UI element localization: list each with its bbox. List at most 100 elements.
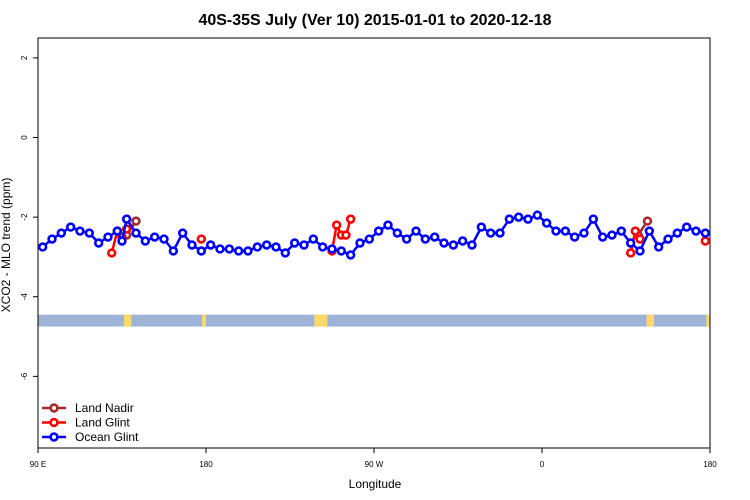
data-point [168, 246, 179, 256]
data-point [607, 230, 617, 240]
data-point [317, 242, 328, 252]
data-point [331, 220, 342, 230]
data-point [196, 234, 207, 244]
legend-marker [49, 432, 59, 442]
legend-item: Land Nadir [42, 401, 134, 415]
data-point [700, 228, 711, 238]
data-point [616, 226, 627, 236]
x-tick-label: 180 [199, 460, 213, 469]
plot-border [37, 37, 711, 449]
y-axis-label: XCO2 - MLO trend (ppm) [0, 178, 13, 313]
plot-frame [37, 37, 711, 449]
data-point [642, 216, 653, 226]
data-point [457, 236, 468, 246]
y-tick-label: -4 [20, 293, 29, 301]
y-tick-label: -6 [20, 372, 29, 380]
series-ocean-glint [37, 210, 711, 260]
data-point [588, 214, 599, 224]
data-point [355, 238, 365, 248]
data-point [700, 236, 711, 246]
data-point [308, 234, 319, 244]
data-point [420, 234, 431, 244]
data-point [327, 244, 337, 254]
data-point [364, 234, 375, 244]
legend-label: Land Nadir [75, 401, 134, 415]
series-layer [37, 210, 711, 260]
land-patch [202, 314, 206, 327]
data-point [103, 232, 113, 242]
data-point [56, 228, 67, 238]
data-point [495, 228, 505, 238]
data-point [336, 246, 347, 256]
data-point [439, 238, 449, 248]
data-point [107, 248, 117, 258]
y-tick-label: -2 [20, 213, 29, 221]
data-point [663, 234, 673, 244]
legend-marker [49, 403, 59, 413]
data-point [411, 226, 421, 236]
data-point [65, 222, 76, 232]
data-point [504, 214, 515, 224]
legend-marker [49, 417, 59, 428]
data-point [289, 238, 300, 248]
data-point [121, 214, 132, 224]
land-patch [706, 314, 710, 327]
chart-title: 40S-35S July (Ver 10) 2015-01-01 to 2020… [198, 12, 551, 29]
data-point [625, 248, 636, 258]
data-point [131, 228, 141, 238]
data-point [467, 240, 477, 250]
data-point [93, 238, 104, 248]
data-point [112, 226, 123, 236]
data-point [541, 218, 552, 228]
data-point [252, 242, 263, 252]
data-point [672, 228, 683, 238]
ocean-band [38, 314, 710, 327]
y-axis: 2 0 -2 -4 -6 [20, 55, 38, 380]
land-patch [646, 314, 654, 327]
data-point [84, 228, 95, 238]
data-point [392, 228, 403, 238]
data-point [159, 234, 169, 244]
data-point [47, 234, 57, 244]
data-point [131, 216, 141, 226]
data-point [476, 222, 487, 232]
data-point [345, 214, 356, 224]
data-point [523, 214, 533, 224]
x-axis: 90 E 180 90 W 0 180 [30, 448, 717, 469]
data-point [149, 232, 160, 242]
data-point [635, 246, 645, 256]
land-band [38, 314, 710, 327]
legend-item: Ocean Glint [42, 430, 139, 444]
data-point [215, 244, 225, 254]
data-point [233, 246, 244, 256]
data-point [485, 228, 496, 238]
x-tick-label: 180 [703, 460, 717, 469]
data-point [691, 226, 701, 236]
x-tick-label: 90 E [30, 460, 46, 469]
data-point [579, 228, 589, 238]
data-point [196, 246, 207, 256]
data-point [513, 212, 524, 222]
legend-label: Ocean Glint [75, 430, 139, 444]
land-patch [123, 314, 132, 327]
data-point [187, 240, 197, 250]
x-axis-label: Longitude [349, 477, 402, 491]
data-point [597, 232, 608, 242]
data-point [224, 244, 235, 254]
legend-label: Land Glint [75, 416, 130, 430]
data-point [117, 236, 127, 246]
data-point [644, 226, 655, 236]
data-point [341, 230, 351, 240]
data-point [653, 242, 664, 252]
data-point [383, 220, 393, 230]
data-point [448, 240, 459, 250]
data-point [681, 222, 692, 232]
data-point [243, 246, 253, 256]
data-point [280, 248, 291, 258]
y-tick-label: 0 [20, 135, 29, 140]
data-point [271, 242, 281, 252]
data-point [205, 240, 216, 250]
data-point [140, 236, 151, 246]
